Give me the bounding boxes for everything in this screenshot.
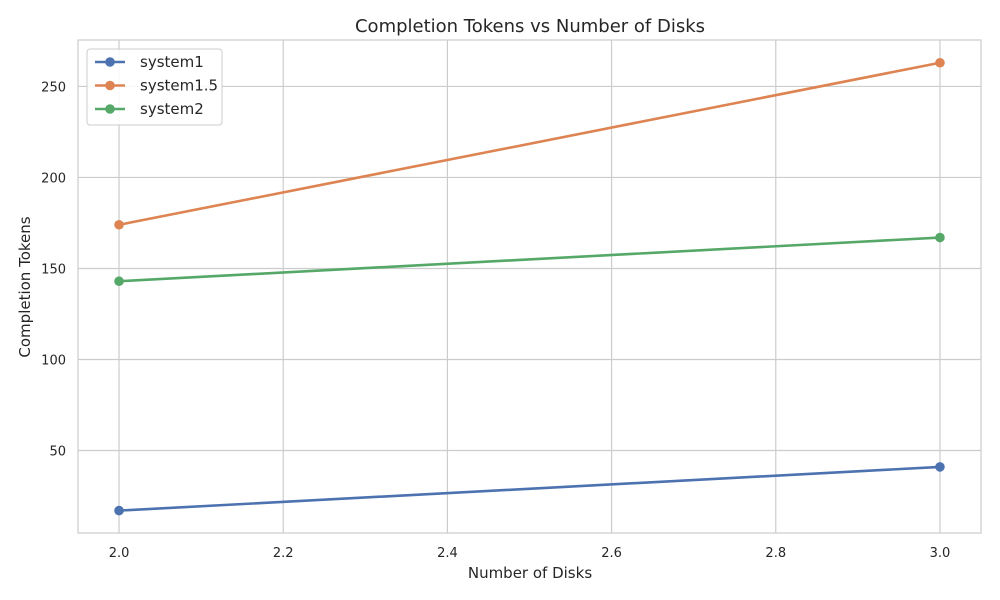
legend-marker <box>105 104 115 114</box>
y-tick-label: 150 <box>41 262 66 277</box>
y-tick-label: 100 <box>41 354 66 369</box>
x-tick-label: 2.0 <box>109 546 130 561</box>
x-tick-label: 2.8 <box>765 546 786 561</box>
legend-item-system1.5: system1.5 <box>95 77 218 95</box>
y-tick-label: 200 <box>41 171 66 186</box>
chart-title: Completion Tokens vs Number of Disks <box>355 16 705 37</box>
legend-label: system2 <box>140 100 204 118</box>
legend-item-system2: system2 <box>95 100 204 118</box>
series-system1 <box>114 462 945 516</box>
legend-marker <box>105 80 115 91</box>
grid <box>78 40 981 533</box>
series-line <box>117 236 942 283</box>
legend: system1 system1.5 system2 <box>86 48 223 126</box>
data-point <box>114 276 124 287</box>
data-point <box>935 57 945 68</box>
plot-frame <box>77 39 982 534</box>
series <box>114 57 945 516</box>
legend-item-system1: system1 <box>95 53 204 71</box>
y-tick-label: 250 <box>41 80 66 95</box>
y-tick-label: 50 <box>49 445 66 460</box>
x-tick-label: 2.2 <box>273 546 294 561</box>
tick-labels: 2.0 2.2 2.4 2.6 2.8 3.0 50 100 150 200 250 <box>41 80 950 561</box>
legend-marker <box>105 57 115 67</box>
data-point <box>935 232 945 243</box>
legend-label: system1 <box>140 53 204 71</box>
series-system1.5 <box>114 57 945 230</box>
legend-box <box>86 48 223 126</box>
x-tick-label: 3.0 <box>930 546 951 561</box>
series-line <box>117 61 942 227</box>
data-point <box>935 462 945 472</box>
series-system2 <box>114 232 945 287</box>
data-point <box>114 219 124 230</box>
x-axis-label: Number of Disks <box>468 564 592 582</box>
legend-label: system1.5 <box>140 77 218 95</box>
data-point <box>114 505 124 516</box>
x-tick-label: 2.4 <box>437 546 458 561</box>
y-axis-label: Completion Tokens <box>16 216 34 357</box>
series-line <box>117 465 942 512</box>
x-tick-label: 2.6 <box>601 546 622 561</box>
